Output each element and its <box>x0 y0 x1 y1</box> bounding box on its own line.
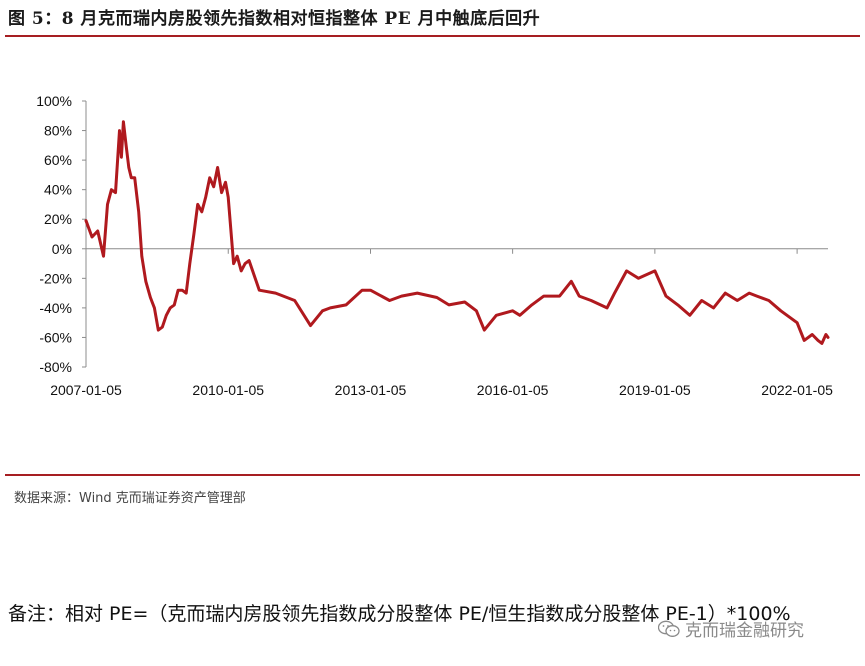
y-tick-label: 100% <box>36 93 72 109</box>
line-chart: -80% -60% -40% -20% 0% 20% 40% 60% 80% 100% 2007-… <box>36 93 833 398</box>
wechat-icon <box>658 620 680 637</box>
x-axis: 2007-01-05 2010-01-05 2013-01-05 2016-01-05… <box>50 248 833 398</box>
bottom-rule <box>5 474 860 476</box>
x-tick-label: 2019-01-05 <box>619 382 691 398</box>
y-tick-label: 20% <box>44 211 72 227</box>
y-tick-label: -20% <box>39 270 72 286</box>
y-tick-label: -40% <box>39 300 72 316</box>
data-source: 数据来源：Wind 克而瑞证券资产管理部 <box>14 491 246 506</box>
x-tick-label: 2016-01-05 <box>477 382 549 398</box>
watermark: 克而瑞金融研究 <box>658 616 804 641</box>
y-tick-label: -60% <box>39 329 72 345</box>
x-tick-label: 2007-01-05 <box>50 382 122 398</box>
y-tick-label: -80% <box>39 359 72 375</box>
x-tick-label: 2013-01-05 <box>335 382 407 398</box>
series-line <box>84 120 830 345</box>
figure-title: 图 5：8 月克而瑞内房股领先指数相对恒指整体 PE 月中触底后回升 <box>8 9 541 29</box>
y-tick-label: 40% <box>44 182 72 198</box>
y-tick-label: 80% <box>44 123 72 139</box>
y-tick-label: 0% <box>52 241 72 257</box>
top-rule <box>5 35 860 37</box>
x-tick-label: 2022-01-05 <box>761 382 833 398</box>
x-tick-label: 2010-01-05 <box>192 382 264 398</box>
y-axis: -80% -60% -40% -20% 0% 20% 40% 60% 80% 100% <box>36 93 87 375</box>
watermark-label: 克而瑞金融研究 <box>685 621 804 641</box>
footnote: 备注：相对 PE=（克而瑞内房股领先指数成分股整体 PE/恒生指数成分股整体 P… <box>8 603 791 625</box>
y-tick-label: 60% <box>44 152 72 168</box>
series-layer <box>84 120 830 345</box>
